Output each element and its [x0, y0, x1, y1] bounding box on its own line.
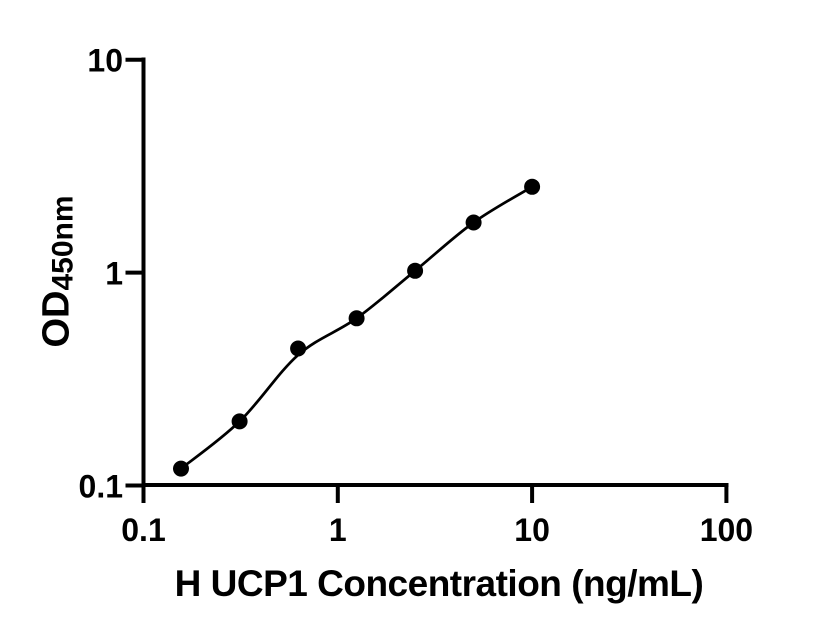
y-axis-title-main: OD: [36, 291, 78, 348]
data-point: [524, 178, 541, 195]
x-axis-ticks: [141, 485, 729, 503]
x-tick-label: 100: [700, 512, 753, 548]
x-axis-title: H UCP1 Concentration (ng/mL): [175, 563, 704, 604]
x-tick-label: 10: [514, 512, 550, 548]
x-tick-label: 0.1: [121, 512, 165, 548]
y-axis-title: OD450nm: [36, 195, 80, 347]
data-series-layer: [173, 178, 541, 477]
y-tick-label: 0.1: [79, 469, 123, 505]
data-point: [407, 262, 424, 279]
data-point: [348, 310, 365, 327]
data-point: [173, 460, 189, 477]
axis-lines: [141, 57, 729, 487]
y-axis-title-subscript: 450nm: [47, 195, 80, 290]
y-tick-label: 1: [105, 256, 123, 292]
x-axis-tick-labels: 0.1 1 10 100: [121, 512, 753, 548]
y-axis-tick-labels: 0.1 1 10: [79, 43, 123, 505]
data-point: [465, 214, 482, 231]
data-point: [290, 340, 307, 357]
y-axis-ticks: [125, 57, 144, 488]
data-point: [231, 413, 248, 430]
y-tick-label: 10: [87, 43, 123, 79]
x-tick-label: 1: [329, 512, 347, 548]
